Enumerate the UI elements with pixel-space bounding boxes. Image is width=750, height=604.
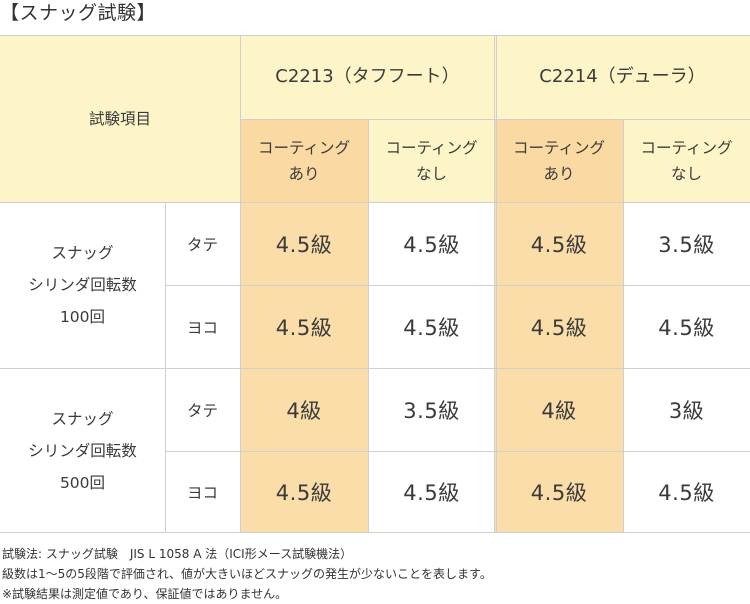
table-cell: 4.5級	[240, 202, 368, 285]
note-test-method: 試験法: スナッグ試験 JIS L 1058 A 法（ICI形メース試験機法）	[2, 547, 353, 561]
grid-line	[494, 35, 495, 533]
grid-line	[496, 35, 497, 533]
header-test-item: 試験項目	[0, 35, 240, 202]
grid-line	[623, 119, 624, 533]
note-disclaimer: ※試験結果は測定値であり、保証値ではありません。	[2, 587, 288, 601]
group-label-500: スナッグ シリンダ回転数 500回	[0, 368, 165, 533]
table-cell: 4級	[240, 368, 368, 451]
grid-line	[0, 35, 750, 36]
page-title: 【スナッグ試験】	[0, 2, 157, 24]
table-cell: 3.5級	[368, 368, 495, 451]
table-cell: 4.5級	[368, 451, 495, 533]
table-cell: 4.5級	[368, 202, 495, 285]
footnotes: 試験法: スナッグ試験 JIS L 1058 A 法（ICI形メース試験機法） …	[2, 544, 492, 604]
table-cell: 4級	[495, 368, 623, 451]
product-header-c2213: C2213（タフフート）	[240, 35, 495, 119]
group-label-100: スナッグ シリンダ回転数 100回	[0, 202, 165, 368]
variant-header-coating-no: コーティング なし	[368, 119, 495, 202]
table-cell: 4.5級	[495, 285, 623, 368]
table-cell: 4.5級	[495, 451, 623, 533]
grid-line	[240, 35, 241, 533]
note-grade-scale: 級数は1～5の5段階で評価され、値が大きいほどスナッグの発生が少ないことを表しま…	[2, 567, 492, 581]
grid-line	[0, 202, 750, 203]
snag-test-table: 試験項目 C2213（タフフート） C2214（デューラ） コーティング あり …	[0, 35, 750, 533]
table-cell: 4.5級	[240, 451, 368, 533]
direction-label: ヨコ	[165, 285, 240, 368]
grid-line	[0, 532, 750, 533]
grid-line	[165, 451, 750, 452]
table-cell: 4.5級	[240, 285, 368, 368]
grid-line	[165, 285, 750, 286]
variant-header-coating-no: コーティング なし	[623, 119, 750, 202]
table-cell: 3級	[623, 368, 750, 451]
grid-line	[165, 202, 166, 533]
table-cell: 4.5級	[368, 285, 495, 368]
grid-line	[0, 368, 750, 369]
table-cell: 3.5級	[623, 202, 750, 285]
grid-line	[368, 119, 369, 533]
table-cell: 4.5級	[623, 451, 750, 533]
variant-header-coating-yes: コーティング あり	[240, 119, 368, 202]
direction-label: タテ	[165, 202, 240, 285]
table-cell: 4.5級	[495, 202, 623, 285]
variant-header-coating-yes: コーティング あり	[495, 119, 623, 202]
direction-label: ヨコ	[165, 451, 240, 533]
grid-line	[240, 119, 750, 120]
product-header-c2214: C2214（デューラ）	[495, 35, 750, 119]
table-cell: 4.5級	[623, 285, 750, 368]
direction-label: タテ	[165, 368, 240, 451]
